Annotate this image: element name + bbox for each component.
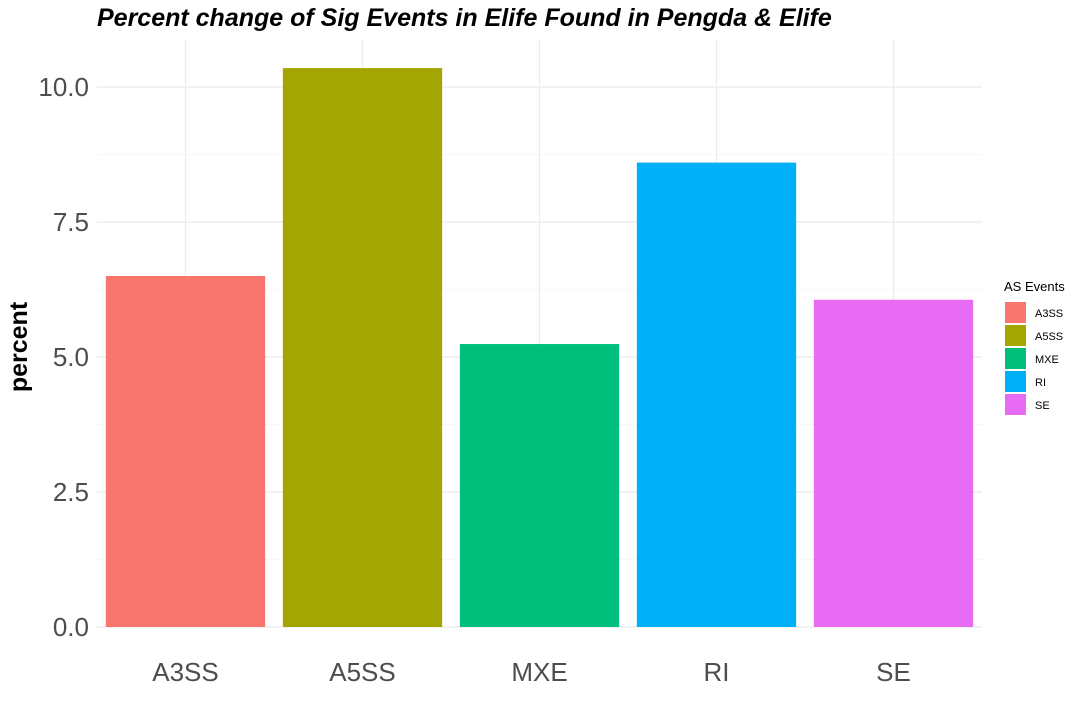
legend-label-a5ss: A5SS — [1035, 331, 1063, 343]
x-tick-label: A5SS — [329, 657, 396, 687]
chart-title: Percent change of Sig Events in Elife Fo… — [97, 4, 832, 32]
y-tick-label: 2.5 — [53, 477, 89, 507]
bar-mxe — [459, 344, 620, 627]
y-axis-label: percent — [5, 301, 33, 392]
legend-swatch-a3ss — [1005, 302, 1026, 323]
x-tick-label: MXE — [511, 657, 567, 687]
y-tick-label: 5.0 — [53, 342, 89, 372]
y-axis-ticks: 0.0 2.5 5.0 7.5 10.0 — [38, 72, 89, 642]
y-tick-label: 0.0 — [53, 612, 89, 642]
legend-title: AS Events — [1004, 279, 1065, 294]
legend-swatch-mxe — [1005, 348, 1026, 369]
x-tick-label: SE — [876, 657, 911, 687]
x-tick-label: RI — [704, 657, 730, 687]
legend-label-mxe: MXE — [1035, 354, 1059, 366]
legend-swatch-a5ss — [1005, 325, 1026, 346]
bar-se — [813, 299, 974, 627]
y-tick-label: 10.0 — [38, 72, 89, 102]
legend-label-a3ss: A3SS — [1035, 308, 1063, 320]
x-axis-ticks: A3SS A5SS MXE RI SE — [152, 657, 911, 687]
bar-a3ss — [105, 276, 266, 627]
bar-a5ss — [282, 68, 443, 628]
x-tick-label: A3SS — [152, 657, 219, 687]
legend-swatch-se — [1005, 394, 1026, 415]
y-tick-label: 7.5 — [53, 207, 89, 237]
legend-label-ri: RI — [1035, 377, 1046, 389]
bar-ri — [636, 162, 797, 627]
legend-swatch-ri — [1005, 371, 1026, 392]
bars — [105, 68, 974, 628]
legend: AS Events A3SS A5SS MXE RI SE — [1004, 279, 1065, 415]
legend-items: A3SS A5SS MXE RI SE — [1005, 302, 1063, 415]
legend-label-se: SE — [1035, 400, 1050, 412]
